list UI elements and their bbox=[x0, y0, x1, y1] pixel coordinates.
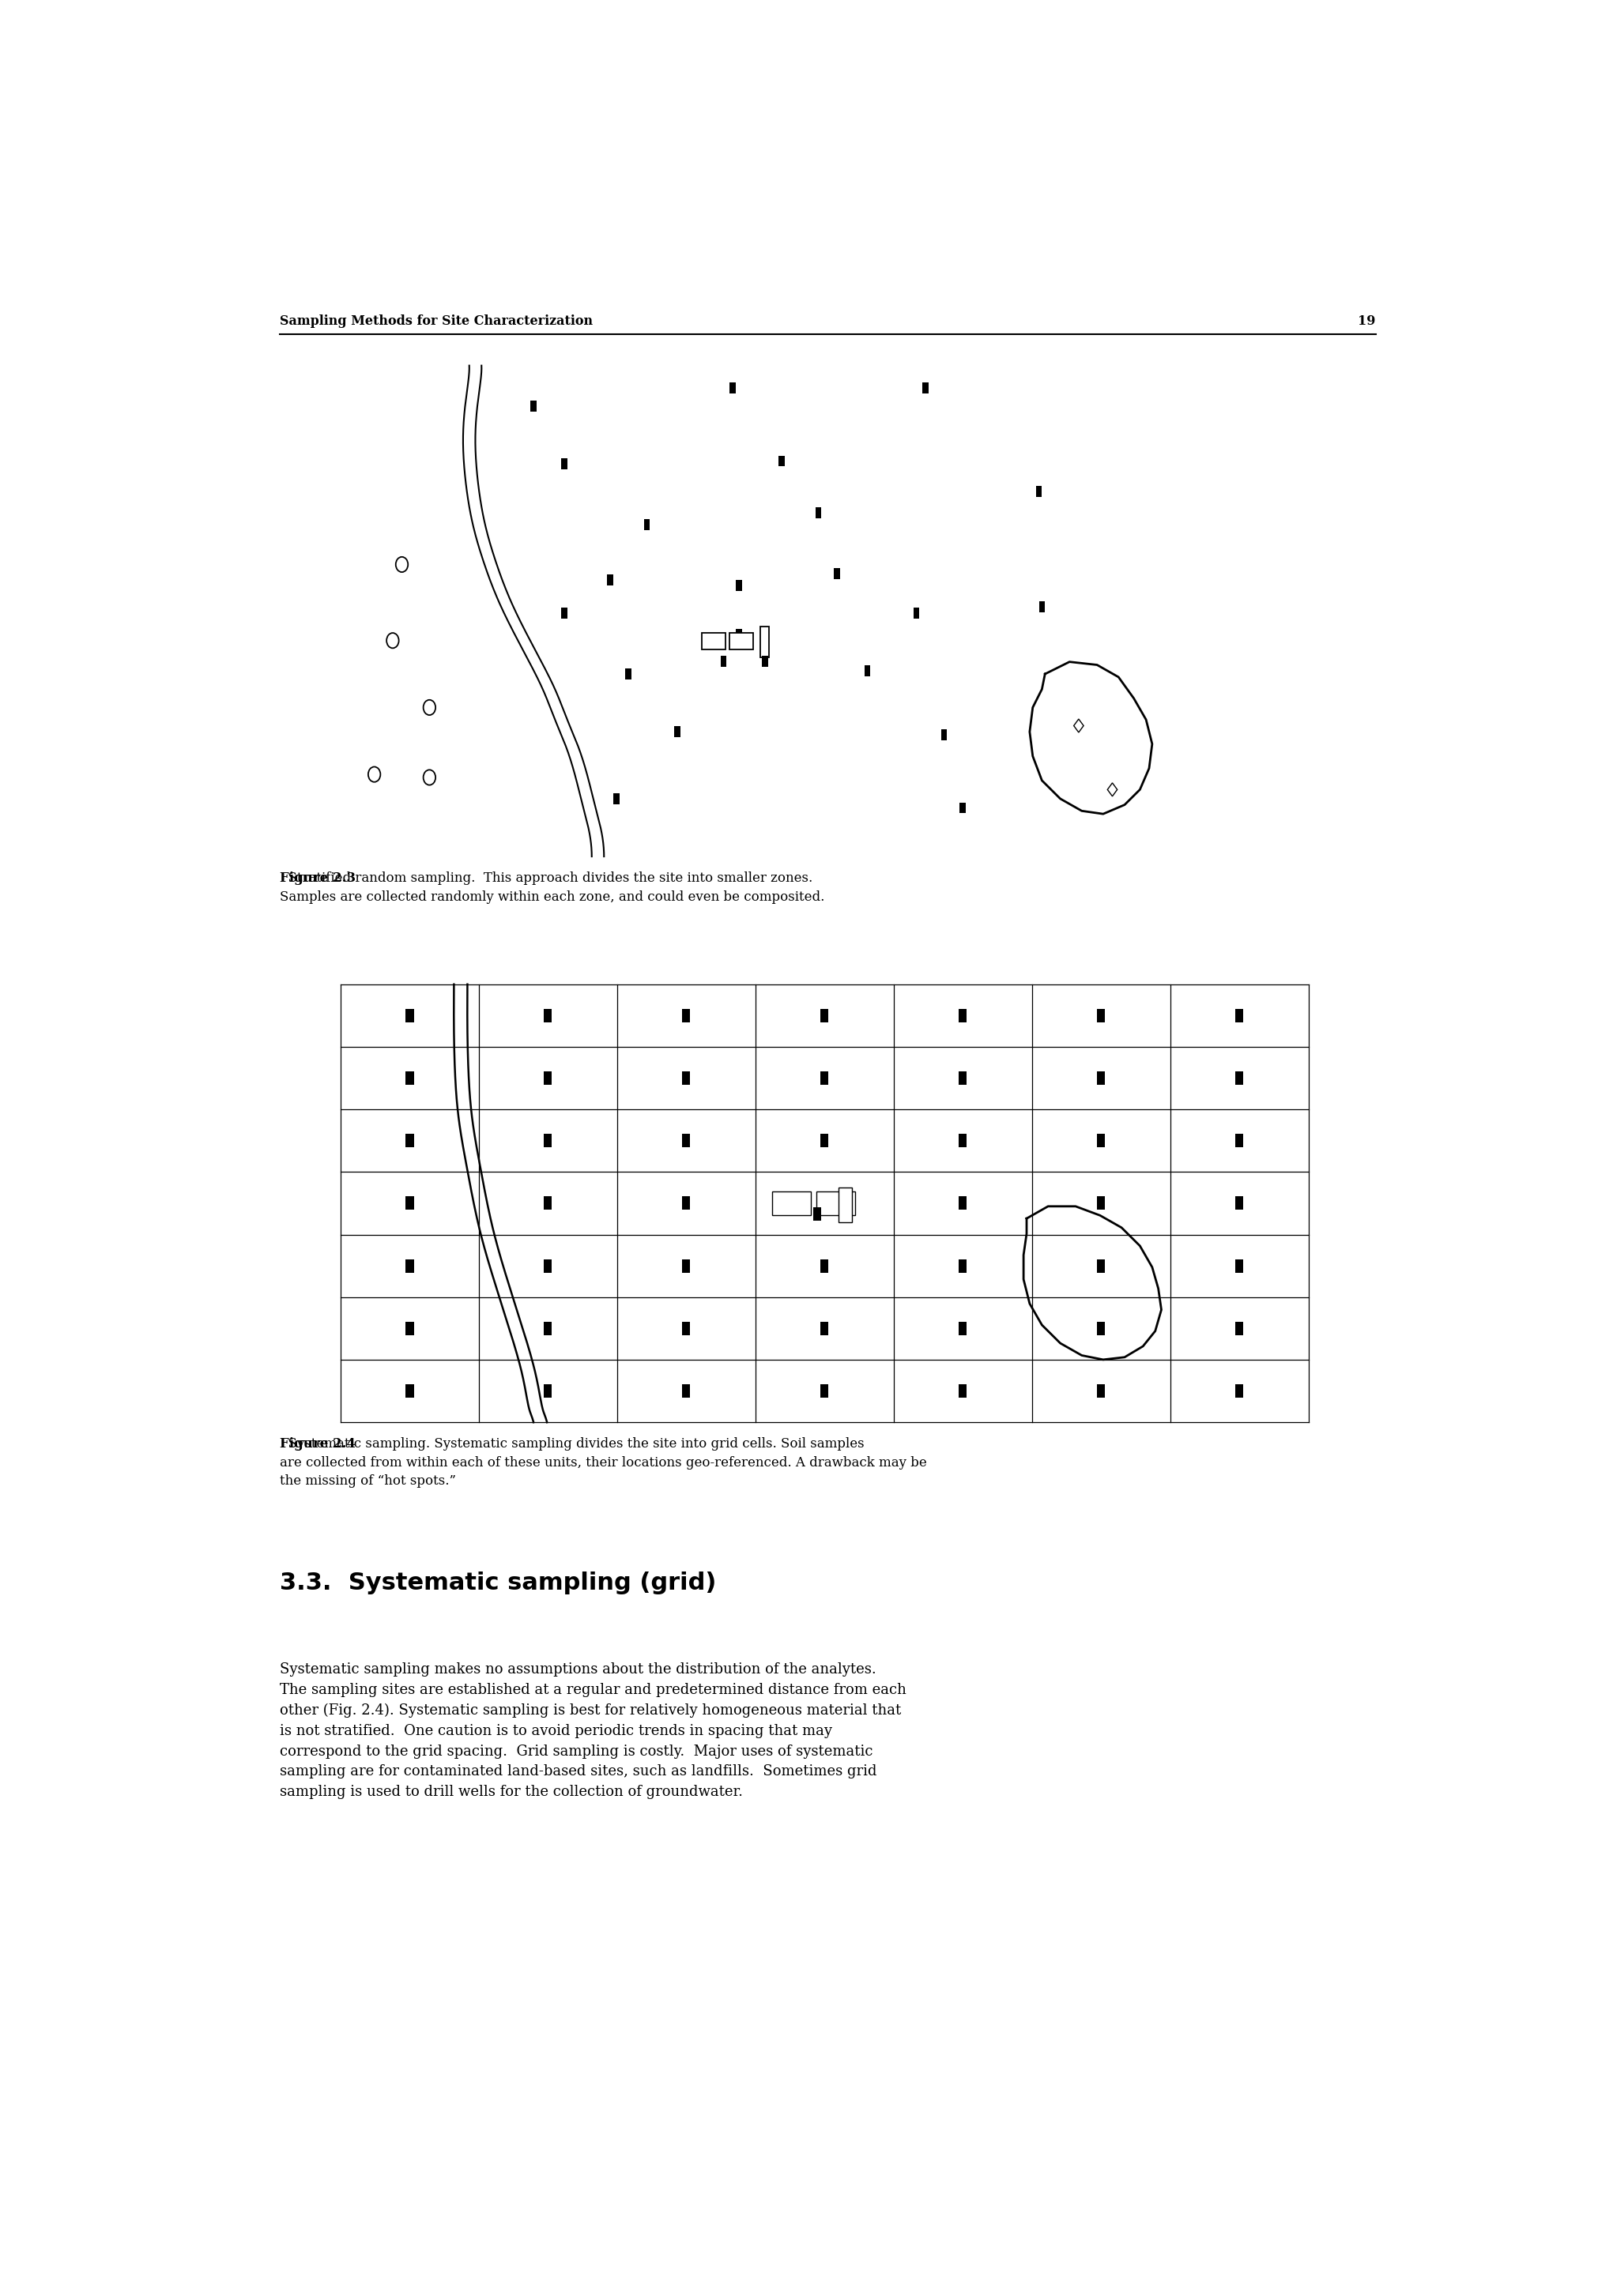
Bar bbox=[1096, 1008, 1104, 1022]
Bar bbox=[941, 730, 948, 739]
Bar bbox=[959, 1384, 967, 1398]
Bar bbox=[561, 459, 567, 471]
Bar bbox=[1235, 1384, 1243, 1398]
Bar bbox=[543, 1384, 551, 1398]
Bar bbox=[865, 666, 871, 677]
Bar bbox=[730, 383, 735, 393]
Bar bbox=[959, 801, 965, 813]
Bar bbox=[1235, 1258, 1243, 1272]
Bar bbox=[406, 1258, 414, 1272]
Text: 3.3.  Systematic sampling (grid): 3.3. Systematic sampling (grid) bbox=[280, 1570, 716, 1593]
Bar bbox=[607, 574, 614, 585]
Bar bbox=[820, 1258, 828, 1272]
Bar bbox=[820, 1384, 828, 1398]
Bar bbox=[406, 1008, 414, 1022]
Bar bbox=[820, 1322, 828, 1336]
Bar bbox=[959, 1008, 967, 1022]
Bar bbox=[1235, 1008, 1243, 1022]
Bar bbox=[761, 627, 769, 657]
Bar bbox=[839, 1187, 852, 1221]
Bar bbox=[820, 1008, 828, 1022]
Bar bbox=[1235, 1196, 1243, 1210]
Bar bbox=[1096, 1072, 1104, 1084]
Text: Sampling Methods for Site Characterization: Sampling Methods for Site Characterizati… bbox=[280, 315, 593, 328]
Text: Systematic sampling. Systematic sampling divides the site into grid cells. Soil : Systematic sampling. Systematic sampling… bbox=[280, 1437, 927, 1488]
Bar bbox=[543, 1072, 551, 1084]
Bar bbox=[406, 1384, 414, 1398]
Bar bbox=[674, 726, 681, 737]
Bar bbox=[1235, 1072, 1243, 1084]
Bar bbox=[817, 1192, 855, 1215]
Bar bbox=[1096, 1384, 1104, 1398]
Bar bbox=[543, 1008, 551, 1022]
Bar bbox=[702, 634, 725, 650]
Bar bbox=[959, 1258, 967, 1272]
Text: Stratified random sampling.  This approach divides the site into smaller zones.
: Stratified random sampling. This approac… bbox=[280, 872, 825, 905]
Bar bbox=[815, 507, 821, 519]
Bar bbox=[406, 1134, 414, 1148]
Bar bbox=[543, 1134, 551, 1148]
Bar bbox=[730, 634, 753, 650]
Bar bbox=[1096, 1196, 1104, 1210]
Text: Figure 2.4: Figure 2.4 bbox=[280, 1437, 355, 1451]
Bar bbox=[682, 1072, 690, 1084]
Bar bbox=[406, 1196, 414, 1210]
Bar bbox=[682, 1384, 690, 1398]
Text: 19: 19 bbox=[1358, 315, 1376, 328]
Bar bbox=[1235, 1134, 1243, 1148]
Text: Systematic sampling makes no assumptions about the distribution of the analytes.: Systematic sampling makes no assumptions… bbox=[280, 1662, 906, 1800]
Bar bbox=[1096, 1134, 1104, 1148]
Bar bbox=[406, 1072, 414, 1084]
Bar bbox=[762, 657, 769, 666]
Bar bbox=[1235, 1322, 1243, 1336]
Bar bbox=[778, 455, 785, 466]
Bar bbox=[682, 1196, 690, 1210]
Bar bbox=[644, 519, 650, 530]
Bar bbox=[1036, 487, 1042, 496]
Bar bbox=[959, 1322, 967, 1336]
Bar bbox=[721, 657, 727, 666]
Bar bbox=[959, 1072, 967, 1084]
Bar bbox=[914, 608, 919, 618]
Bar bbox=[543, 1196, 551, 1210]
Bar bbox=[614, 792, 620, 804]
Bar bbox=[682, 1322, 690, 1336]
Bar bbox=[820, 1134, 828, 1148]
Bar bbox=[959, 1134, 967, 1148]
Text: Figure 2.3: Figure 2.3 bbox=[280, 872, 355, 886]
Bar bbox=[735, 629, 741, 641]
Bar bbox=[922, 383, 928, 393]
Bar bbox=[1039, 602, 1045, 613]
Bar bbox=[1096, 1258, 1104, 1272]
Bar bbox=[959, 1196, 967, 1210]
Bar bbox=[772, 1192, 810, 1215]
Bar bbox=[682, 1258, 690, 1272]
Bar bbox=[813, 1208, 821, 1221]
Bar bbox=[820, 1072, 828, 1084]
Bar bbox=[1096, 1322, 1104, 1336]
Bar bbox=[543, 1258, 551, 1272]
Bar bbox=[406, 1322, 414, 1336]
Bar bbox=[834, 567, 841, 579]
Bar bbox=[625, 668, 631, 680]
Bar bbox=[543, 1322, 551, 1336]
Bar bbox=[682, 1008, 690, 1022]
Bar bbox=[561, 608, 567, 618]
Bar bbox=[531, 402, 537, 411]
Bar bbox=[735, 581, 741, 592]
Bar bbox=[682, 1134, 690, 1148]
